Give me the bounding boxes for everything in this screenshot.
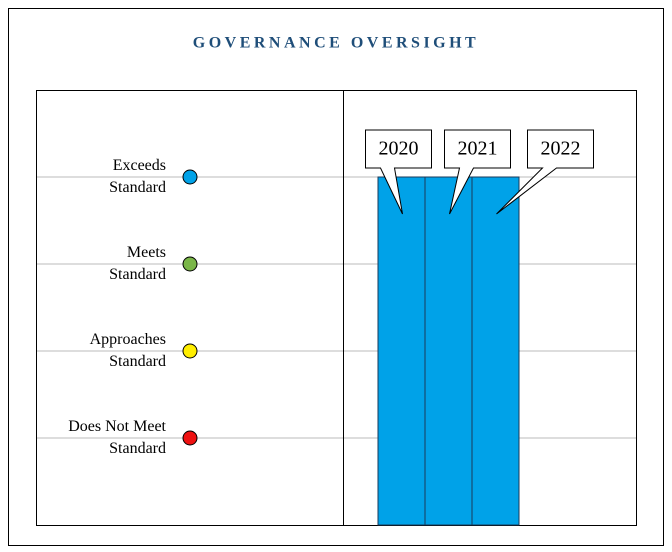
frame	[8, 8, 664, 546]
callout	[365, 129, 432, 215]
level-dot	[182, 169, 198, 185]
callout-label: 2020	[379, 138, 419, 160]
y-tick-label: Approaches Standard	[89, 331, 166, 370]
level-dot	[182, 430, 198, 446]
callout	[496, 129, 594, 215]
y-tick-label: Does Not Meet Standard	[68, 418, 166, 457]
chart-title: GOVERNANCE OVERSIGHT	[193, 35, 479, 52]
bar	[424, 176, 473, 526]
plot-frame	[36, 90, 637, 526]
bar	[377, 176, 426, 526]
bar	[471, 176, 520, 526]
y-tick-label: Meets Standard	[109, 244, 166, 283]
marks: 2020 2021 2022	[182, 129, 594, 526]
callout	[444, 129, 511, 215]
level-dot	[182, 256, 198, 272]
callout-label: 2021	[458, 138, 498, 160]
level-dot	[182, 343, 198, 359]
callout-label: 2022	[541, 138, 581, 160]
y-tick-label: Exceeds Standard	[109, 157, 166, 196]
